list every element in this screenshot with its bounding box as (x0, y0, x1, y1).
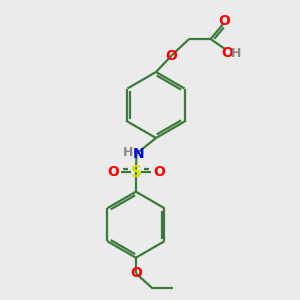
Text: H: H (231, 46, 241, 60)
Text: H: H (123, 146, 133, 159)
Text: O: O (153, 165, 165, 179)
Text: O: O (218, 14, 230, 28)
Text: N: N (133, 147, 145, 160)
Text: O: O (130, 266, 142, 280)
Text: O: O (107, 165, 119, 179)
Text: O: O (221, 46, 233, 60)
Text: S: S (130, 165, 141, 180)
Text: O: O (166, 49, 178, 62)
